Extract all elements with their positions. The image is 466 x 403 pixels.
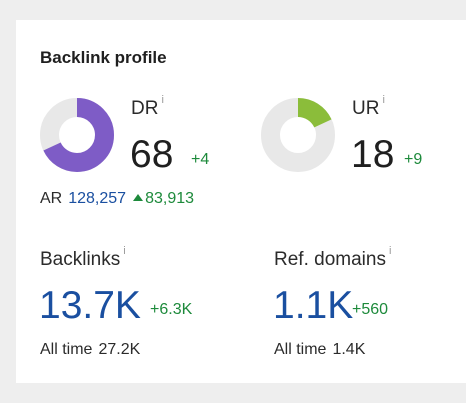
ar-row: AR 128,257 83,913: [40, 190, 194, 208]
ur-value: 18: [351, 133, 395, 176]
ref-domains-label: Ref. domains i: [274, 245, 392, 270]
dr-label: DR i: [131, 94, 164, 119]
backlinks-info-icon[interactable]: i: [123, 245, 126, 257]
ur-label: UR i: [352, 94, 385, 119]
ar-label: AR: [40, 190, 63, 207]
ref-domains-delta: +560: [352, 301, 389, 318]
ar-value-link[interactable]: 128,257: [68, 190, 127, 207]
card-title: Backlink profile: [40, 48, 167, 67]
backlinks-alltime: All time 27.2K: [40, 341, 141, 358]
backlinks-value-link[interactable]: 13.7K: [39, 284, 141, 327]
dr-info-icon[interactable]: i: [161, 94, 164, 106]
backlinks-label: Backlinks i: [40, 245, 126, 270]
dr-delta: +4: [191, 151, 210, 168]
dr-value: 68: [130, 133, 174, 176]
ar-change: 83,913: [145, 190, 195, 207]
ref-domains-info-icon[interactable]: i: [388, 245, 392, 257]
ur-donut-fill: [261, 98, 335, 172]
dr-donut-fill: [40, 98, 114, 172]
dr-donut-chart: [40, 98, 114, 172]
ur-delta: +9: [404, 151, 423, 168]
backlinks-delta: +6.3K: [150, 301, 193, 318]
ur-info-icon[interactable]: i: [382, 94, 385, 106]
ur-donut-chart: [261, 98, 335, 172]
ref-domains-alltime: All time 1.4K: [274, 341, 366, 358]
triangle-up-icon: [133, 194, 144, 201]
backlink-profile-card: Backlink profile DR i 68 +4 UR i 18 +9 AR 1…: [16, 20, 466, 383]
ref-domains-value-link[interactable]: 1.1K: [273, 284, 354, 327]
